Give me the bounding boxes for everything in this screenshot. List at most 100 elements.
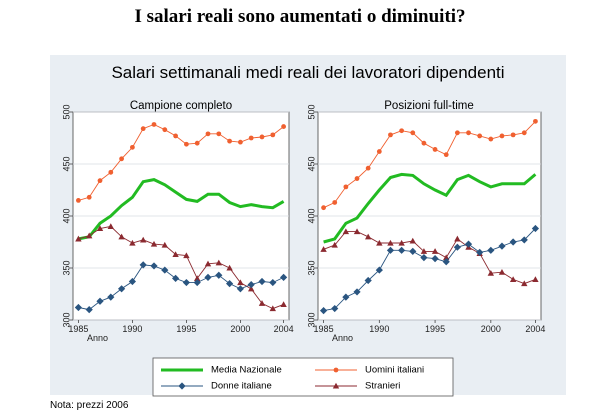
point-donne xyxy=(342,293,350,301)
y-tick-label: 500 xyxy=(306,104,316,119)
slide-title: I salari reali sono aumentati o diminuit… xyxy=(134,6,466,27)
point-donne xyxy=(375,266,383,274)
x-tick-label: 1990 xyxy=(369,324,389,334)
chart-title: Salari settimanali medi reali dei lavora… xyxy=(111,63,505,82)
point-stranieri xyxy=(532,276,539,282)
legend-marker-stranieri xyxy=(332,382,340,389)
point-uomini xyxy=(376,149,382,154)
point-donne xyxy=(453,243,461,251)
point-uomini xyxy=(443,152,449,158)
point-stranieri xyxy=(75,235,82,242)
point-donne xyxy=(96,297,104,305)
point-uomini xyxy=(521,130,527,136)
point-uomini xyxy=(365,165,371,171)
point-donne xyxy=(386,246,395,254)
point-stranieri xyxy=(521,280,528,287)
point-uomini xyxy=(248,135,254,141)
point-donne xyxy=(409,247,417,255)
point-uomini xyxy=(205,131,211,137)
point-donne xyxy=(476,248,484,256)
point-stranieri xyxy=(237,279,244,286)
point-uomini xyxy=(421,140,427,146)
point-stranieri xyxy=(443,254,450,261)
point-uomini xyxy=(151,122,157,127)
point-stranieri xyxy=(258,300,266,306)
point-uomini xyxy=(130,144,135,150)
point-uomini xyxy=(184,141,189,147)
point-stranieri xyxy=(420,248,428,254)
point-stranieri xyxy=(409,237,416,244)
point-uomini xyxy=(259,134,265,140)
point-uomini xyxy=(173,133,179,139)
point-uomini xyxy=(227,138,233,144)
point-donne xyxy=(319,307,328,315)
point-uomini xyxy=(281,124,286,129)
point-uomini xyxy=(354,176,360,181)
footnote: Nota: prezzi 2006 xyxy=(50,400,129,411)
point-donne xyxy=(258,277,266,286)
point-stranieri xyxy=(387,239,394,246)
point-uomini xyxy=(488,136,494,142)
point-donne xyxy=(353,288,361,296)
point-stranieri xyxy=(487,270,495,276)
point-uomini xyxy=(499,133,505,139)
panel-subtitle-2: Posizioni full-time xyxy=(384,100,473,112)
y-tick-label: 300 xyxy=(306,312,316,327)
point-donne xyxy=(150,262,158,270)
legend-label-stranieri: Stranieri xyxy=(365,381,400,392)
point-stranieri xyxy=(342,228,350,235)
point-stranieri xyxy=(498,268,506,275)
point-stranieri xyxy=(140,236,147,243)
legend-label-uomini: Uomini italiani xyxy=(365,365,424,376)
point-stranieri xyxy=(353,228,361,235)
point-uomini xyxy=(321,205,326,211)
point-donne xyxy=(442,258,450,266)
point-uomini xyxy=(533,118,538,124)
x-tick-label: 1995 xyxy=(176,324,196,334)
point-donne xyxy=(420,254,428,262)
y-tick-label: 300 xyxy=(61,312,71,327)
point-donne xyxy=(139,261,147,269)
legend-box xyxy=(152,357,454,397)
point-donne xyxy=(531,224,540,233)
y-tick-label: 350 xyxy=(306,260,316,275)
y-tick-label: 500 xyxy=(61,104,71,119)
point-donne xyxy=(398,246,406,254)
point-uomini xyxy=(466,130,471,136)
point-stranieri xyxy=(364,233,372,240)
point-uomini xyxy=(332,200,338,205)
y-tick-label: 450 xyxy=(61,156,71,171)
panel-subtitle-1: Campione completo xyxy=(130,100,232,112)
point-donne xyxy=(331,304,339,313)
point-stranieri xyxy=(194,275,201,281)
point-stranieri xyxy=(204,260,212,267)
point-stranieri xyxy=(161,241,168,248)
legend-label-media: Media Nazionale xyxy=(211,365,282,376)
point-stranieri xyxy=(398,239,405,246)
series-line-media xyxy=(78,178,285,241)
point-uomini xyxy=(432,147,438,152)
point-uomini xyxy=(76,198,81,203)
point-donne xyxy=(431,255,439,263)
point-donne xyxy=(193,278,201,287)
x-tick-label: 1985 xyxy=(68,324,88,334)
series-line-media xyxy=(323,172,537,244)
point-uomini xyxy=(343,184,349,190)
point-uomini xyxy=(399,128,405,134)
point-stranieri xyxy=(215,259,222,266)
legend-label-donne: Donne italiane xyxy=(211,381,272,392)
point-uomini xyxy=(410,130,416,136)
y-tick-label: 400 xyxy=(306,208,316,223)
point-donne xyxy=(85,306,93,314)
point-donne xyxy=(128,277,136,286)
point-donne xyxy=(487,246,495,254)
point-uomini xyxy=(97,178,103,184)
point-stranieri xyxy=(226,264,233,271)
point-stranieri xyxy=(118,233,125,240)
y-tick-label: 450 xyxy=(306,156,316,171)
x-axis-label: Anno xyxy=(332,333,353,343)
point-donne xyxy=(226,280,234,288)
point-stranieri xyxy=(150,240,158,247)
x-tick-label: 1995 xyxy=(425,324,445,334)
